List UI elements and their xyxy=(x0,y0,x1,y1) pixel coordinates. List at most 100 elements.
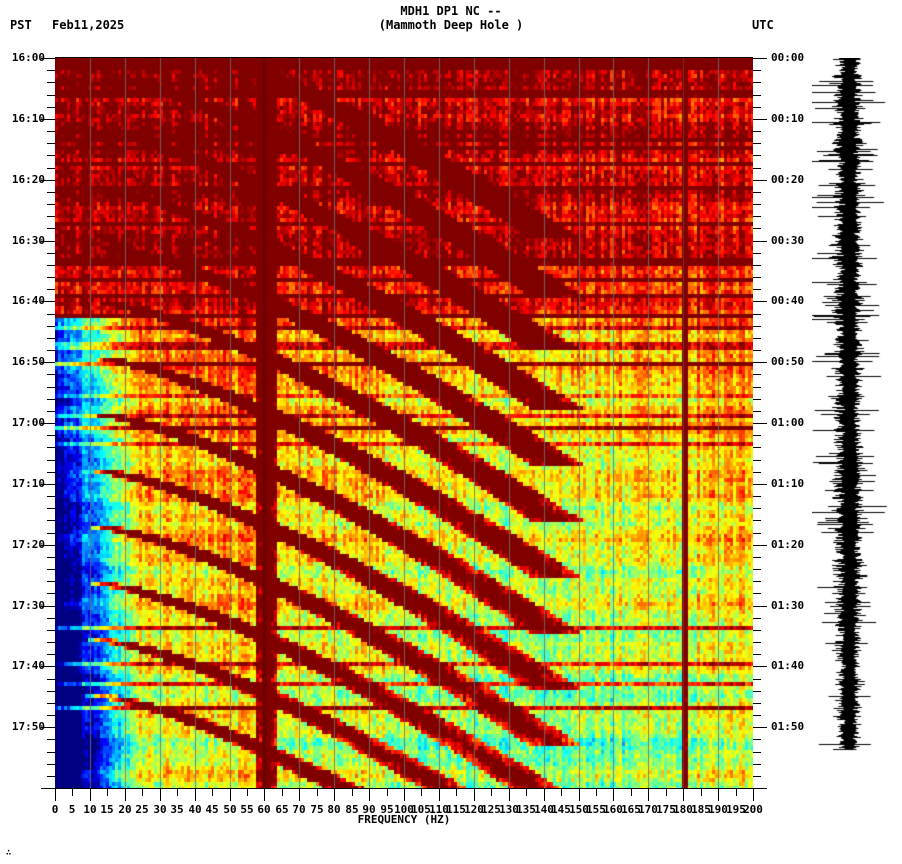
y-tick-minor-left xyxy=(47,520,55,521)
y-tick-minor-left xyxy=(47,338,55,339)
x-axis-label-110: 110 xyxy=(429,803,449,816)
y-tick-minor-left xyxy=(47,569,55,570)
x-tick-major xyxy=(439,789,440,801)
x-tick-minor xyxy=(317,789,318,796)
x-tick-major xyxy=(683,789,684,801)
y-tick-minor-right xyxy=(753,350,761,351)
x-axis-label-10: 10 xyxy=(83,803,97,816)
y-tick-minor-right xyxy=(753,496,761,497)
x-axis-label-75: 75 xyxy=(310,803,324,816)
y-tick-minor-left xyxy=(47,752,55,753)
y-axis-label-utc-9: 01:30 xyxy=(771,599,805,612)
y-tick-major-right xyxy=(753,180,767,181)
y-tick-minor-right xyxy=(753,679,761,680)
x-tick-minor xyxy=(456,789,457,796)
x-tick-major xyxy=(474,789,475,801)
y-tick-minor-left xyxy=(47,618,55,619)
y-tick-minor-left xyxy=(47,265,55,266)
x-axis-label-125: 125 xyxy=(481,803,501,816)
y-tick-minor-right xyxy=(753,752,761,753)
x-axis-title: FREQUENCY (HZ) xyxy=(357,813,451,826)
y-tick-minor-left xyxy=(47,472,55,473)
y-tick-minor-left xyxy=(47,715,55,716)
y-tick-major-left xyxy=(41,606,55,607)
y-tick-minor-left xyxy=(47,131,55,132)
y-axis-label-utc-11: 01:50 xyxy=(771,720,805,733)
y-tick-major-right xyxy=(753,545,767,546)
y-tick-minor-right xyxy=(753,387,761,388)
y-tick-minor-left xyxy=(47,228,55,229)
x-tick-minor xyxy=(701,789,702,796)
corner-mark: ∴ xyxy=(6,848,12,858)
x-tick-major xyxy=(55,789,56,801)
y-tick-minor-right xyxy=(753,204,761,205)
y-tick-major-left xyxy=(41,241,55,242)
y-tick-minor-left xyxy=(47,508,55,509)
y-tick-major-left xyxy=(41,180,55,181)
y-tick-minor-right xyxy=(753,289,761,290)
x-tick-major xyxy=(544,789,545,801)
x-tick-minor xyxy=(247,789,248,796)
y-tick-minor-left xyxy=(47,350,55,351)
y-axis-label-utc-10: 01:40 xyxy=(771,659,805,672)
y-tick-minor-right xyxy=(753,581,761,582)
y-tick-minor-left xyxy=(47,387,55,388)
x-axis-label-5: 5 xyxy=(68,803,76,816)
y-tick-minor-right xyxy=(753,642,761,643)
x-tick-major xyxy=(369,789,370,801)
y-tick-minor-left xyxy=(47,447,55,448)
y-tick-minor-left xyxy=(47,107,55,108)
x-tick-major xyxy=(264,789,265,801)
x-tick-major xyxy=(404,789,405,801)
y-tick-major-left xyxy=(41,362,55,363)
y-tick-major-right xyxy=(753,788,767,789)
x-tick-minor xyxy=(282,789,283,796)
y-tick-minor-left xyxy=(47,253,55,254)
y-tick-minor-left xyxy=(47,95,55,96)
y-tick-minor-right xyxy=(753,739,761,740)
x-axis-label-30: 30 xyxy=(153,803,167,816)
x-axis-label-55: 55 xyxy=(240,803,254,816)
x-tick-major xyxy=(230,789,231,801)
x-tick-major xyxy=(334,789,335,801)
station-title: MDH1 DP1 NC -- xyxy=(400,4,502,18)
x-tick-minor xyxy=(387,789,388,796)
x-axis-label-150: 150 xyxy=(569,803,589,816)
y-tick-major-right xyxy=(753,423,767,424)
y-axis-label-pst-1: 16:10 xyxy=(11,112,45,125)
x-axis-label-40: 40 xyxy=(188,803,202,816)
y-tick-minor-right xyxy=(753,654,761,655)
spectrogram-plot[interactable] xyxy=(55,58,753,788)
y-tick-minor-right xyxy=(753,265,761,266)
x-tick-major xyxy=(613,789,614,801)
y-tick-minor-right xyxy=(753,131,761,132)
y-tick-minor-right xyxy=(753,691,761,692)
y-tick-minor-right xyxy=(753,168,761,169)
x-tick-minor xyxy=(212,789,213,796)
y-tick-minor-right xyxy=(753,460,761,461)
x-axis-label-80: 80 xyxy=(327,803,341,816)
y-axis-label-utc-3: 00:30 xyxy=(771,234,805,247)
y-axis-label-utc-7: 01:10 xyxy=(771,477,805,490)
y-tick-minor-left xyxy=(47,143,55,144)
x-axis-label-60: 60 xyxy=(257,803,271,816)
x-axis-label-160: 160 xyxy=(603,803,623,816)
plot-top-border xyxy=(55,57,753,58)
y-tick-minor-right xyxy=(753,277,761,278)
x-axis-label-95: 95 xyxy=(380,803,394,816)
x-axis-label-200: 200 xyxy=(743,803,763,816)
x-axis-label-45: 45 xyxy=(205,803,219,816)
y-tick-minor-right xyxy=(753,374,761,375)
left-timezone-label: PST xyxy=(10,18,32,32)
x-tick-major xyxy=(299,789,300,801)
x-axis-label-155: 155 xyxy=(586,803,606,816)
y-axis-label-pst-10: 17:40 xyxy=(11,659,45,672)
y-tick-minor-right xyxy=(753,326,761,327)
y-tick-minor-right xyxy=(753,764,761,765)
y-axis-label-pst-0: 16:00 xyxy=(11,51,45,64)
y-tick-major-right xyxy=(753,606,767,607)
y-axis-label-pst-4: 16:40 xyxy=(11,294,45,307)
y-tick-minor-right xyxy=(753,216,761,217)
y-tick-minor-right xyxy=(753,253,761,254)
y-tick-minor-left xyxy=(47,460,55,461)
